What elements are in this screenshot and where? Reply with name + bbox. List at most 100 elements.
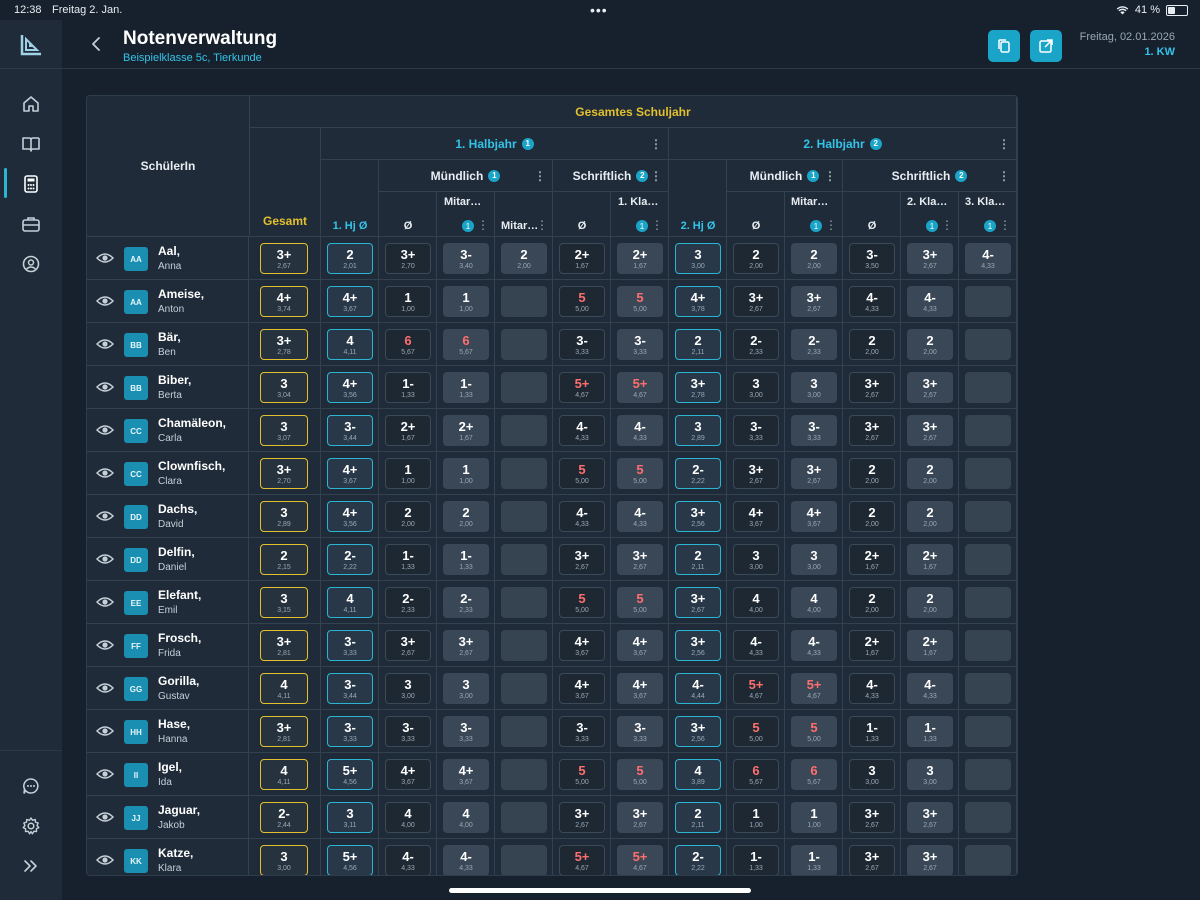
grade-box[interactable]: 4+ 3,74 <box>260 286 308 317</box>
grade-box[interactable]: 2- 2,33 <box>385 587 431 618</box>
grade-box[interactable]: 6 5,67 <box>385 329 431 360</box>
grade-box[interactable]: 3- 3,33 <box>327 630 373 661</box>
grade-box[interactable]: 1- 1,33 <box>849 716 895 747</box>
s2-klausur3-header[interactable] <box>959 192 1017 237</box>
grade-box[interactable]: 5 5,00 <box>617 759 663 790</box>
app-logo-icon[interactable] <box>18 32 44 58</box>
grade-box[interactable]: 2- 2,22 <box>327 544 373 575</box>
empty-grade-slot[interactable] <box>965 802 1011 833</box>
grade-box[interactable]: 4- 4,33 <box>617 501 663 532</box>
grade-box[interactable]: 3+ 2,67 <box>849 415 895 446</box>
info-badge[interactable]: 2 <box>636 169 649 182</box>
student-cell[interactable]: CC Clownfisch, Clara <box>87 452 249 495</box>
student-cell[interactable]: GG Gorilla, Gustav <box>87 667 249 710</box>
grade-box[interactable]: 2- 2,33 <box>791 329 837 360</box>
grade-box[interactable]: 3+ 2,67 <box>559 544 605 575</box>
student-cell[interactable]: BB Biber, Berta <box>87 366 249 409</box>
grade-box[interactable]: 3+ 2,67 <box>791 458 837 489</box>
grade-box[interactable]: 3 3,04 <box>260 372 308 403</box>
grade-box[interactable]: 5+ 4,67 <box>733 673 779 704</box>
empty-grade-slot[interactable] <box>501 458 547 489</box>
eye-icon[interactable] <box>96 466 114 480</box>
page-subtitle[interactable]: Beispielklasse 5c, Tierkunde <box>123 52 262 64</box>
s2-klausur2-header[interactable] <box>901 192 959 237</box>
grade-box[interactable]: 5 5,00 <box>559 286 605 317</box>
grade-box[interactable]: 5 5,00 <box>559 587 605 618</box>
eye-icon[interactable] <box>96 724 114 738</box>
gesamt-column-header[interactable]: Gesamt <box>250 128 321 237</box>
grade-box[interactable]: 4+ 3,67 <box>733 501 779 532</box>
grade-box[interactable]: 3 3,11 <box>327 802 373 833</box>
hj2-avg-label[interactable]: 2. Hj Ø <box>680 220 716 232</box>
grade-box[interactable]: 3- 3,33 <box>327 716 373 747</box>
grade-box[interactable]: 2- 2,33 <box>733 329 779 360</box>
empty-grade-slot[interactable] <box>501 845 547 875</box>
grade-box[interactable]: 3 3,00 <box>791 544 837 575</box>
h1-schriftlich-header[interactable]: Schriftlich 2 ⋮ <box>553 160 669 192</box>
grade-box[interactable]: 3 2,89 <box>260 501 308 532</box>
grade-box[interactable]: 2+ 1,67 <box>907 544 953 575</box>
student-cell[interactable]: DD Delfin, Daniel <box>87 538 249 581</box>
grade-box[interactable]: 3+ 2,67 <box>733 458 779 489</box>
grade-box[interactable]: 6 5,67 <box>733 759 779 790</box>
info-badge[interactable]: 1 <box>488 169 501 182</box>
grade-box[interactable]: 3- 3,33 <box>617 329 663 360</box>
info-badge[interactable]: 1 <box>807 169 820 182</box>
grade-box[interactable]: 2 2,00 <box>907 458 953 489</box>
grade-box[interactable]: 4 4,11 <box>327 329 373 360</box>
grade-box[interactable]: 3- 3,33 <box>617 716 663 747</box>
grade-box[interactable]: 5 5,00 <box>733 716 779 747</box>
grade-box[interactable]: 2+ 1,67 <box>849 630 895 661</box>
grade-box[interactable]: 4+ 3,78 <box>675 286 721 317</box>
grade-box[interactable]: 4- 4,33 <box>907 673 953 704</box>
grade-box[interactable]: 4- 4,33 <box>617 415 663 446</box>
grade-box[interactable]: 3+ 2,67 <box>849 372 895 403</box>
m1-mitarbeit2-header[interactable] <box>495 192 553 237</box>
empty-grade-slot[interactable] <box>965 329 1011 360</box>
grade-box[interactable]: 3+ 2,78 <box>260 329 308 360</box>
grade-box[interactable]: 3 3,00 <box>907 759 953 790</box>
grade-box[interactable]: 3 2,89 <box>675 415 721 446</box>
student-cell[interactable]: JJ Jaguar, Jakob <box>87 796 249 839</box>
eye-icon[interactable] <box>96 423 114 437</box>
eye-icon[interactable] <box>96 380 114 394</box>
info-badge[interactable]: 2 <box>955 169 968 182</box>
grade-box[interactable]: 3+ 2,56 <box>675 630 721 661</box>
grade-box[interactable]: 4+ 3,67 <box>327 458 373 489</box>
more-options-icon[interactable]: ⋮ <box>651 218 663 232</box>
s2-avg-header[interactable] <box>843 192 901 237</box>
empty-grade-slot[interactable] <box>965 544 1011 575</box>
grade-box[interactable]: 5 5,00 <box>617 458 663 489</box>
eye-icon[interactable] <box>96 337 114 351</box>
grade-box[interactable]: 4 4,00 <box>733 587 779 618</box>
grade-box[interactable]: 6 5,67 <box>443 329 489 360</box>
eye-icon[interactable] <box>96 638 114 652</box>
more-options-icon[interactable]: ⋮ <box>941 218 953 232</box>
info-badge[interactable]: 2 <box>869 137 882 150</box>
empty-grade-slot[interactable] <box>965 415 1011 446</box>
eye-icon[interactable] <box>96 251 114 265</box>
grade-box[interactable]: 2 2,11 <box>675 802 721 833</box>
grade-box[interactable]: 4+ 3,67 <box>327 286 373 317</box>
empty-grade-slot[interactable] <box>501 286 547 317</box>
eye-icon[interactable] <box>96 595 114 609</box>
grade-box[interactable]: 3- 3,33 <box>791 415 837 446</box>
grade-box[interactable]: 1- 1,33 <box>443 544 489 575</box>
grade-box[interactable]: 5 5,00 <box>617 587 663 618</box>
grade-box[interactable]: 3+ 2,67 <box>559 802 605 833</box>
empty-grade-slot[interactable] <box>501 673 547 704</box>
grade-box[interactable]: 2+ 1,67 <box>385 415 431 446</box>
grade-box[interactable]: 3- 3,50 <box>849 243 895 274</box>
grade-box[interactable]: 4+ 3,67 <box>443 759 489 790</box>
grade-box[interactable]: 4 4,11 <box>260 759 308 790</box>
open-external-button[interactable] <box>1030 30 1062 62</box>
grade-box[interactable]: 4 3,89 <box>675 759 721 790</box>
info-badge[interactable]: 1 <box>521 137 534 150</box>
eye-icon[interactable] <box>96 853 114 867</box>
more-options-icon[interactable]: ⋮ <box>999 218 1011 232</box>
grade-box[interactable]: 2+ 1,67 <box>907 630 953 661</box>
grade-box[interactable]: 1- 1,33 <box>385 544 431 575</box>
grade-box[interactable]: 3 3,00 <box>443 673 489 704</box>
grade-box[interactable]: 3- 3,33 <box>559 329 605 360</box>
grade-box[interactable]: 3+ 2,67 <box>385 630 431 661</box>
